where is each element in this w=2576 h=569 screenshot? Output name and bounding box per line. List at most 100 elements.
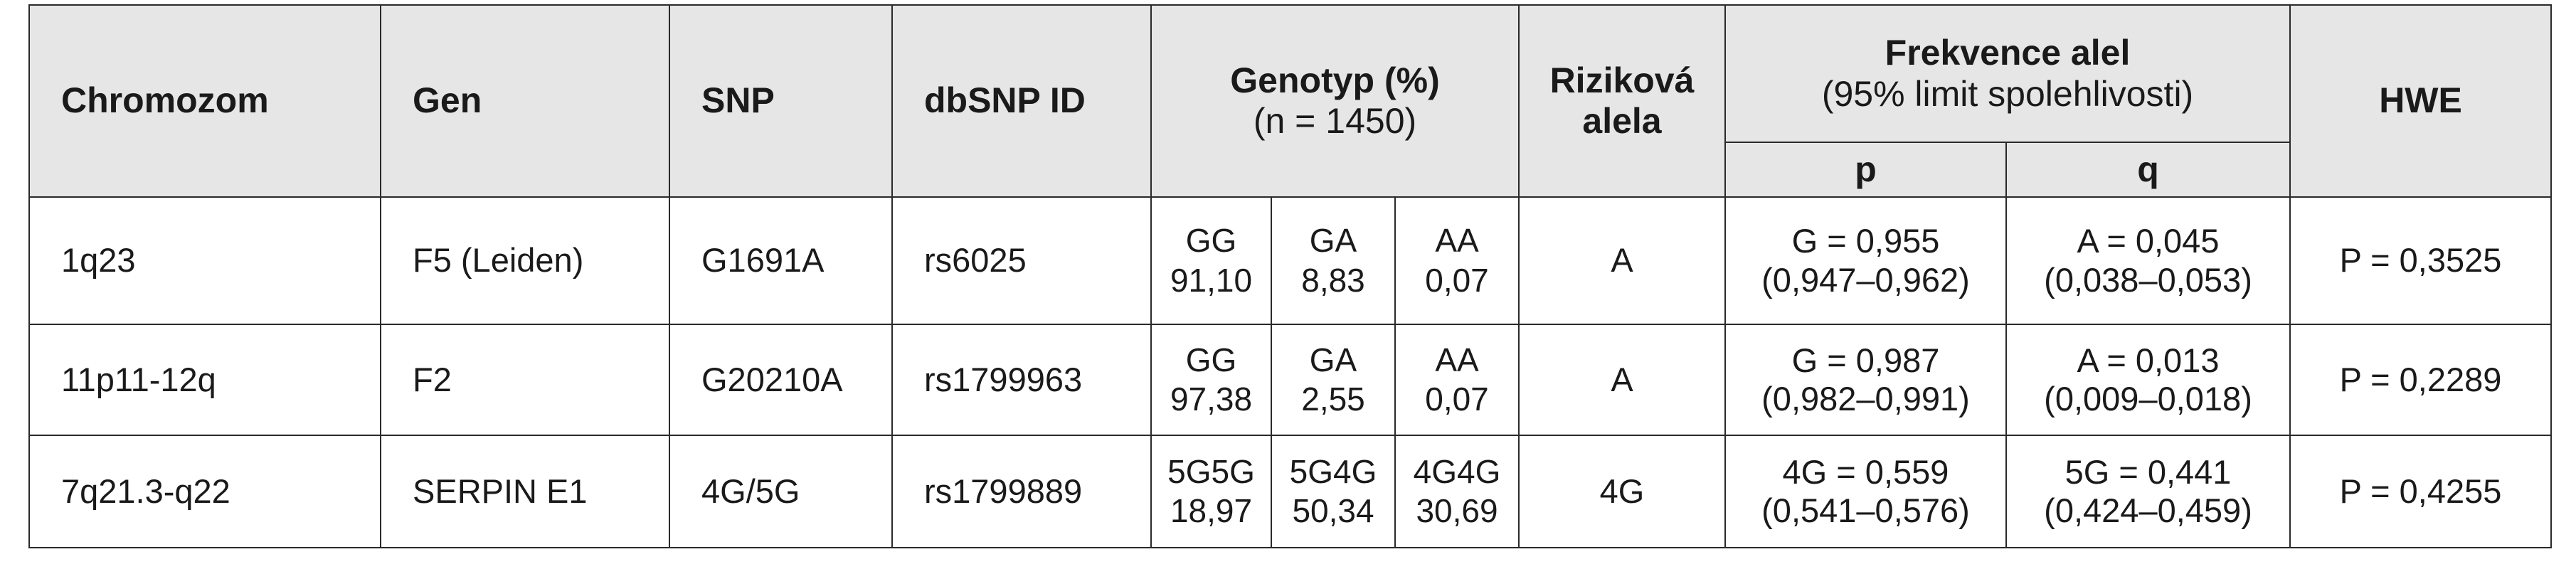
body-cell: GA 8,83 (1271, 196, 1396, 325)
body-cell: AA 0,07 (1394, 324, 1520, 436)
cell-text: AA (1435, 341, 1479, 378)
header-row: Chromozom Gen SNP dbSNP ID Genotyp (%) (n = 1… (28, 4, 2553, 198)
body-cell: 7q21.3-q22 (28, 435, 381, 548)
cell-text: 11p11-12q (61, 360, 216, 398)
body-cell: A = 0,013 (0,009–0,018) (2005, 324, 2291, 436)
header-cell: dbSNP ID (891, 4, 1152, 198)
cell-text: 18,97 (1170, 492, 1253, 529)
body-cell: G = 0,987 (0,982–0,991) (1724, 324, 2007, 436)
body-cell: 1q23 (28, 196, 381, 325)
header-cell: HWE (2289, 4, 2553, 198)
header-cell-text: HWE (2379, 80, 2462, 121)
header-cell-text: Chromozom (61, 80, 269, 121)
cell-text: GA (1309, 341, 1357, 378)
cell-text: 0,07 (1425, 261, 1489, 299)
cell-text: (0,038–0,053) (2044, 260, 2252, 299)
cell-text: P = 0,3525 (2339, 241, 2502, 280)
body-cell: 4G = 0,559 (0,541–0,576) (1724, 435, 2007, 548)
subheader-cell-text: q (2137, 149, 2159, 189)
header-cell: Frekvence alel (95% limit spolehlivosti) (1724, 4, 2291, 143)
header-cell: Genotyp (%) (n = 1450) (1150, 4, 1520, 198)
body-cell: G = 0,955 (0,947–0,962) (1724, 196, 2007, 325)
cell-text: (0,947–0,962) (1761, 260, 1970, 299)
cell-text: (0,424–0,459) (2044, 491, 2252, 529)
body-cell: P = 0,3525 (2289, 196, 2553, 325)
body-cell: A = 0,045 (0,038–0,053) (2005, 196, 2291, 325)
cell-text: (0,982–0,991) (1761, 380, 1970, 418)
body-cell: G20210A (669, 324, 893, 436)
cell-text: 4G/5G (701, 472, 800, 510)
header-cell-subtext: (n = 1450) (1253, 101, 1417, 141)
cell-text: G = 0,955 (1791, 222, 1940, 260)
cell-text: 5G5G (1167, 452, 1255, 490)
body-cell: 4G (1518, 435, 1726, 548)
cell-text: AA (1435, 222, 1479, 260)
body-cell: 5G4G 50,34 (1271, 435, 1396, 548)
header-cell: Riziková alela (1518, 4, 1726, 198)
cell-text: 97,38 (1170, 381, 1253, 418)
cell-text: 50,34 (1292, 492, 1374, 529)
cell-text: 2,55 (1301, 381, 1365, 418)
cell-text: P = 0,4255 (2339, 472, 2502, 510)
subheader-cell-text: p (1855, 149, 1877, 189)
body-cell: P = 0,2289 (2289, 324, 2553, 436)
cell-text: rs1799889 (924, 472, 1083, 510)
header-cell-text: Riziková (1549, 60, 1695, 100)
cell-text: F2 (413, 360, 452, 398)
cell-text: 4G = 0,559 (1782, 452, 1949, 491)
body-cell: GA 2,55 (1271, 324, 1396, 436)
header-cell: SNP (669, 4, 893, 198)
body-cell: F2 (380, 324, 670, 436)
cell-text: 1q23 (61, 241, 136, 280)
cell-text: A = 0,045 (2077, 222, 2220, 260)
body-cell: P = 0,4255 (2289, 435, 2553, 548)
cell-text: A (1611, 360, 1633, 398)
body-row: 1q23 F5 (Leiden) G1691A rs6025 GG 91,10 GA 8,83… (28, 196, 2553, 325)
cell-text: GG (1185, 222, 1237, 260)
cell-text: 7q21.3-q22 (61, 472, 230, 510)
body-cell: 4G/5G (669, 435, 893, 548)
cell-text: (0,009–0,018) (2044, 380, 2252, 418)
cell-text: (0,541–0,576) (1761, 491, 1970, 529)
cell-text: 4G4G (1413, 452, 1501, 490)
cell-text: rs6025 (924, 241, 1027, 280)
cell-text: rs1799963 (924, 360, 1083, 398)
cell-text: 91,10 (1170, 261, 1253, 299)
body-cell: rs6025 (891, 196, 1152, 325)
cell-text: G1691A (701, 241, 825, 280)
subheader-cell: q (2005, 142, 2291, 198)
body-cell: A (1518, 196, 1726, 325)
header-cell-text: Gen (413, 80, 482, 121)
cell-text: 8,83 (1301, 261, 1365, 299)
body-cell: 5G = 0,441 (0,424–0,459) (2005, 435, 2291, 548)
cell-text: P = 0,2289 (2339, 360, 2502, 398)
cell-text: 4G (1599, 472, 1645, 510)
body-cell: AA 0,07 (1394, 196, 1520, 325)
body-cell: rs1799889 (891, 435, 1152, 548)
body-cell: GG 97,38 (1150, 324, 1272, 436)
body-row: 11p11-12q F2 G20210A rs1799963 GG 97,38 GA 2,55… (28, 324, 2553, 436)
header-cell: Chromozom (28, 4, 381, 198)
header-cell-text: alela (1582, 101, 1662, 141)
header-cell-subtext: (95% limit spolehlivosti) (1821, 73, 2194, 114)
body-cell: 4G4G 30,69 (1394, 435, 1520, 548)
body-cell: SERPIN E1 (380, 435, 670, 548)
data-table: Chromozom Gen SNP dbSNP ID Genotyp (%) (n = 1… (28, 4, 2553, 548)
body-cell: GG 91,10 (1150, 196, 1272, 325)
cell-text: G20210A (701, 360, 843, 398)
cell-text: GG (1185, 341, 1237, 378)
cell-text: SERPIN E1 (413, 472, 588, 510)
cell-text: 0,07 (1425, 381, 1489, 418)
body-cell: A (1518, 324, 1726, 436)
cell-text: A (1611, 241, 1633, 280)
body-cell: G1691A (669, 196, 893, 325)
body-cell: F5 (Leiden) (380, 196, 670, 325)
cell-text: 30,69 (1416, 492, 1498, 529)
body-cell: 11p11-12q (28, 324, 381, 436)
cell-text: GA (1309, 222, 1357, 260)
body-cell: 5G5G 18,97 (1150, 435, 1272, 548)
subheader-cell: p (1724, 142, 2007, 198)
cell-text: A = 0,013 (2077, 341, 2220, 379)
